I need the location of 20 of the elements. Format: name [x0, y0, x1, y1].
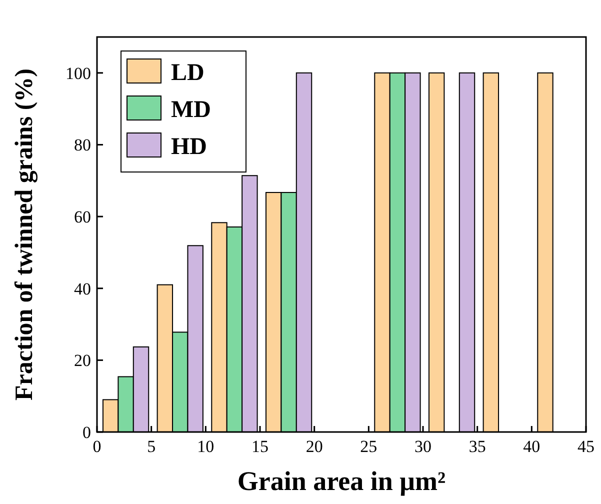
x-tick-label: 5 — [147, 437, 156, 456]
legend-label: LD — [171, 60, 204, 86]
x-tick-label: 20 — [306, 437, 323, 456]
legend-label: MD — [171, 97, 211, 123]
x-tick-label: 40 — [523, 437, 540, 456]
y-tick-label: 0 — [82, 423, 91, 442]
x-tick-label: 15 — [252, 437, 268, 456]
x-axis-title: Grain area in μm² — [237, 466, 446, 496]
x-tick-label: 10 — [197, 437, 214, 456]
y-tick-label: 20 — [74, 351, 91, 370]
x-tick-label: 30 — [414, 437, 432, 456]
x-tick-label: 25 — [360, 437, 378, 456]
y-tick-label: 80 — [74, 136, 91, 155]
y-tick-label: 100 — [66, 64, 91, 83]
x-tick-label: 35 — [468, 437, 486, 456]
x-tick-label: 45 — [578, 437, 594, 456]
y-axis-title: Fraction of twinned grains (%) — [11, 68, 38, 400]
legend-label: HD — [171, 134, 207, 160]
y-tick-label: 60 — [74, 208, 91, 227]
y-tick-label: 40 — [74, 279, 91, 298]
